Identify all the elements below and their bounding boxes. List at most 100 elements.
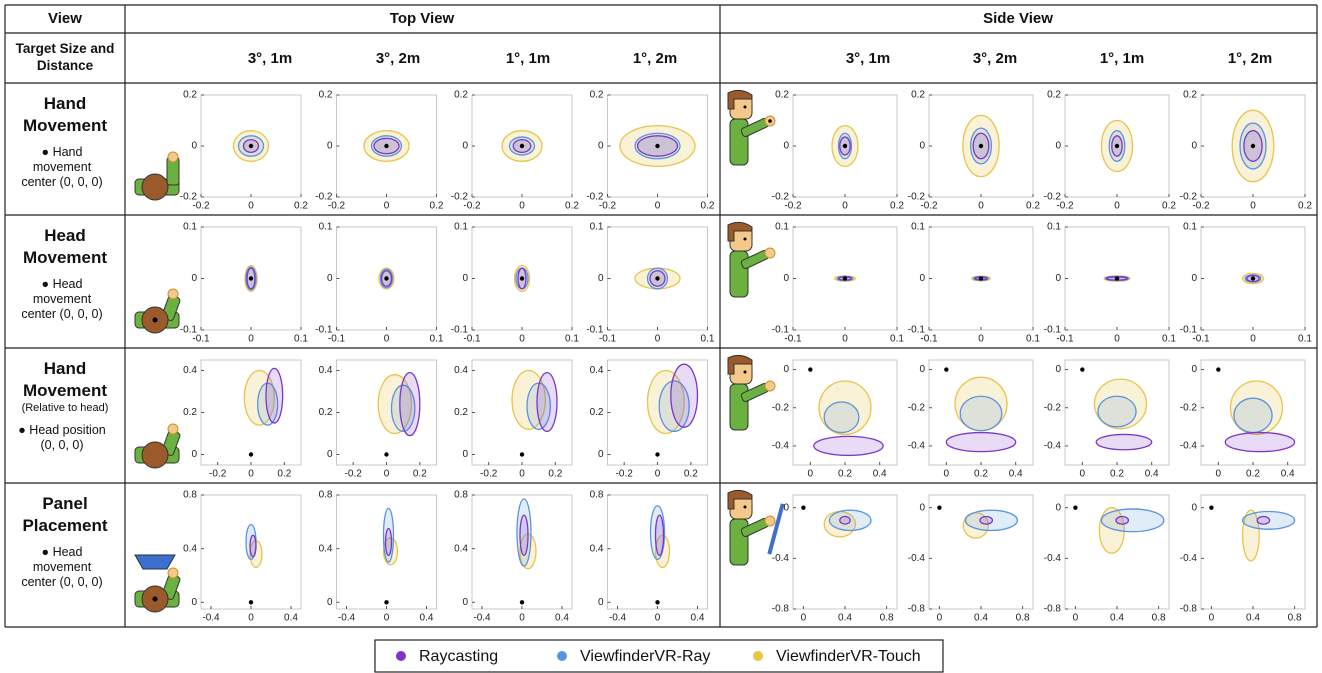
ellipse-ray <box>257 382 279 426</box>
y-tick-label: 0.4 <box>183 365 197 376</box>
y-tick-label: 0 <box>1191 141 1197 152</box>
subplot: -0.2 0 0.2 0 0.2 0.4 <box>319 359 437 480</box>
x-tick-label: 0.2 <box>1246 469 1260 480</box>
y-tick-label: 0.8 <box>590 490 604 501</box>
icon-body <box>729 250 749 298</box>
y-tick-label: 0.4 <box>319 543 333 554</box>
origin-dot <box>808 367 813 372</box>
icon-body <box>729 383 749 431</box>
row-note: ● Head position (0, 0, 0) <box>18 423 106 452</box>
y-tick-label: -0.2 <box>908 402 926 413</box>
x-tick-label: 0 <box>248 201 254 212</box>
y-tick-label: -0.2 <box>908 192 926 203</box>
x-tick-label: -0.4 <box>609 613 627 624</box>
ellipse-ray <box>658 380 690 433</box>
x-tick-label: 0.2 <box>1026 201 1040 212</box>
y-tick-label: -0.4 <box>772 441 790 452</box>
y-tick-label: 0 <box>462 597 468 608</box>
subplot: 0 0.4 0.8 -0.8 -0.4 0 <box>772 494 898 624</box>
x-tick-label: 0 <box>944 469 950 480</box>
icon-hand <box>764 247 776 259</box>
y-tick-label: 0 <box>191 449 197 460</box>
plot-frame <box>1064 359 1170 466</box>
legend-marker <box>557 651 567 661</box>
y-tick-label: 0 <box>191 597 197 608</box>
legend-label: Raycasting <box>419 648 498 665</box>
icon-hand <box>764 515 776 527</box>
condition-label: 3°, 2m <box>973 50 1017 67</box>
row-note: ● Head movement center (0, 0, 0) <box>21 545 103 589</box>
icon-eye <box>743 370 747 374</box>
origin-dot <box>978 143 984 149</box>
x-tick-label: 0.1 <box>1298 334 1312 345</box>
ellipse-raycasting <box>249 534 257 558</box>
y-tick-label: -0.1 <box>315 325 333 336</box>
x-tick-label: 0.2 <box>413 469 427 480</box>
x-tick-label: 0 <box>519 334 525 345</box>
icon-panel <box>767 503 785 555</box>
y-tick-label: 0.1 <box>183 222 197 233</box>
y-tick-label: 0 <box>462 449 468 460</box>
x-tick-label: 0 <box>655 201 661 212</box>
subplot: 0 0.2 0.4 -0.4 -0.2 0 <box>772 359 898 480</box>
condition-label: 1°, 2m <box>1228 50 1272 67</box>
x-tick-label: -0.1 <box>328 334 346 345</box>
row-title: Hand Movement <box>22 359 108 400</box>
y-tick-label: 0.4 <box>454 365 468 376</box>
origin-dot <box>248 600 254 605</box>
y-tick-label: 0.2 <box>775 90 789 101</box>
ellipse-raycasting <box>519 514 529 557</box>
y-tick-label: -0.1 <box>1180 325 1198 336</box>
x-tick-label: -0.2 <box>1192 201 1210 212</box>
ellipse-raycasting <box>945 431 1017 453</box>
y-tick-label: 0.4 <box>454 543 468 554</box>
x-tick-label: 0.4 <box>1145 469 1159 480</box>
plot-frame <box>200 359 302 466</box>
x-tick-label: -0.2 <box>328 201 346 212</box>
y-tick-label: 0 <box>919 273 925 284</box>
header-view: View <box>48 10 82 27</box>
origin-dot <box>248 143 254 149</box>
x-tick-label: 0 <box>801 613 807 624</box>
x-tick-label: 0.8 <box>1016 613 1030 624</box>
y-tick-label: 0 <box>919 502 925 513</box>
y-tick-label: 0.8 <box>183 490 197 501</box>
subplot: -0.2 0 0.2 -0.2 0 0.2 <box>908 90 1041 212</box>
subplot: -0.2 0 0.2 -0.2 0 0.2 <box>772 90 905 212</box>
y-tick-label: 0 <box>919 141 925 152</box>
y-tick-label: -0.4 <box>908 441 926 452</box>
subplot: 0 0.2 0.4 -0.4 -0.2 0 <box>1044 359 1170 480</box>
subplot: -0.2 0 0.2 0 0.2 0.4 <box>183 359 302 480</box>
subplot: -0.2 0 0.2 -0.2 0 0.2 <box>315 90 444 212</box>
y-tick-label: 0.4 <box>319 365 333 376</box>
x-tick-label: 0.8 <box>1288 613 1302 624</box>
y-tick-label: -0.2 <box>772 402 790 413</box>
ellipse-ray <box>390 384 416 433</box>
y-tick-label: 0.2 <box>183 90 197 101</box>
y-tick-label: 0.1 <box>454 222 468 233</box>
icon-panel <box>134 554 176 570</box>
origin-dot <box>384 143 389 149</box>
y-tick-label: -0.8 <box>908 604 926 615</box>
ellipse-ray <box>964 509 1019 532</box>
y-tick-label: 0.2 <box>319 90 333 101</box>
x-tick-label: 0.4 <box>838 613 852 624</box>
x-tick-label: 0 <box>1073 613 1079 624</box>
x-tick-label: 0.4 <box>1110 613 1124 624</box>
y-tick-label: 0 <box>327 141 333 152</box>
condition-label: 3°, 1m <box>248 50 292 67</box>
y-tick-label: 0 <box>1191 273 1197 284</box>
y-tick-label: 0 <box>1191 502 1197 513</box>
subplot: -0.4 0 0.4 0 0.4 0.8 <box>183 490 302 624</box>
y-tick-label: 0 <box>191 141 197 152</box>
y-tick-label: 0.1 <box>1183 222 1197 233</box>
origin-dot <box>655 143 660 149</box>
plot-frame <box>471 226 573 331</box>
subplot: -0.1 0 0.1 -0.1 0 0.1 <box>315 222 444 345</box>
ellipse-raycasting <box>1095 433 1153 451</box>
y-tick-label: -0.8 <box>1044 604 1062 615</box>
icon-hand <box>764 380 776 392</box>
y-tick-label: 0 <box>1055 141 1061 152</box>
y-tick-label: 0 <box>462 141 468 152</box>
